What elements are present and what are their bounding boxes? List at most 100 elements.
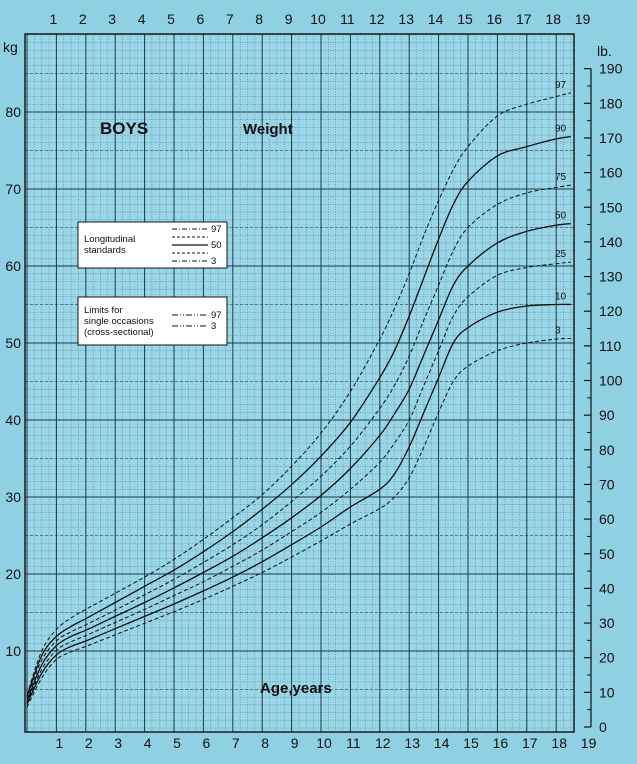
lb-tick-label: 70 — [599, 476, 615, 492]
lb-tick-label: 0 — [599, 719, 607, 735]
legend-cross-label-line2: single occasions — [84, 316, 154, 327]
kg-tick-label: 30 — [5, 489, 21, 505]
major-grid — [24, 33, 575, 733]
lb-tick-label: 190 — [599, 61, 623, 77]
kg-tick-label: 60 — [5, 258, 21, 274]
y-tick-labels-kg: 10 20 30 40 50 60 70 80 — [5, 104, 21, 659]
x-tick-label-top: 12 — [369, 11, 385, 27]
kg-tick-label: 80 — [5, 104, 21, 120]
legend-longitudinal: Longitudinal standards 97 50 3 — [77, 221, 228, 269]
kg-tick-label: 50 — [5, 335, 21, 351]
x-tick-labels-bottom: 1 2 3 4 5 6 7 8 9 10 11 12 13 14 15 16 17 18 19 — [56, 735, 597, 751]
curve-label-p3: 3 — [555, 325, 561, 336]
x-tick-label-top: 5 — [167, 11, 175, 27]
lb-tick-label: 60 — [599, 511, 615, 527]
x-tick-label-bottom: 1 — [56, 735, 64, 751]
x-tick-label-top: 9 — [285, 11, 293, 27]
lb-tick-label: 40 — [599, 580, 615, 596]
curve-p3 — [26, 337, 571, 708]
x-tick-label-top: 2 — [79, 11, 87, 27]
curve-p25 — [26, 261, 571, 703]
curve-label-p25: 25 — [555, 249, 567, 260]
legend-cross-label-line3: (cross-sectional) — [84, 327, 154, 338]
x-tick-label-top: 4 — [138, 11, 146, 27]
curve-p75 — [26, 184, 571, 699]
kg-tick-label: 10 — [5, 643, 21, 659]
percentile-labels: 97 90 75 50 25 10 3 — [555, 80, 567, 337]
legend-entry-50: 50 — [211, 240, 222, 251]
lb-tick-label: 110 — [599, 338, 622, 354]
percentile-curves — [26, 92, 572, 708]
x-tick-label-bottom: 7 — [232, 735, 240, 751]
x-tick-label-top: 1 — [50, 11, 58, 27]
x-tick-label-bottom: 9 — [291, 735, 299, 751]
lb-tick-label: 150 — [599, 199, 623, 215]
x-tick-label-bottom: 16 — [493, 735, 509, 751]
x-tick-label-bottom: 12 — [375, 735, 391, 751]
x-tick-label-top: 15 — [457, 11, 473, 27]
x-tick-label-bottom: 3 — [114, 735, 122, 751]
x-tick-label-top: 3 — [108, 11, 116, 27]
lb-tick-label: 140 — [599, 234, 623, 250]
chart-subtitle: Weight — [243, 121, 293, 138]
legend-longitudinal-label-line1: Longitudinal — [84, 234, 135, 245]
kg-tick-label: 70 — [5, 181, 21, 197]
curve-label-p75: 75 — [555, 172, 567, 183]
y-unit-kg: kg — [3, 39, 18, 55]
legend-entry-97: 97 — [211, 224, 222, 235]
x-tick-label-top: 6 — [197, 11, 205, 27]
lb-tick-label: 130 — [599, 269, 623, 285]
x-tick-label-bottom: 17 — [522, 735, 538, 751]
x-tick-label-top: 8 — [255, 11, 263, 27]
curve-label-p97: 97 — [555, 80, 567, 91]
legend-entry-3: 3 — [211, 256, 216, 267]
lb-tick-label: 120 — [599, 303, 623, 319]
x-tick-label-top: 11 — [340, 11, 355, 27]
legend-cross-entry-97: 97 — [211, 310, 222, 321]
x-tick-label-bottom: 11 — [346, 735, 361, 751]
curve-label-p50: 50 — [555, 211, 567, 222]
legend-cross-label-line1: Limits for — [84, 305, 123, 316]
x-tick-label-top: 13 — [398, 11, 414, 27]
chart-title: BOYS — [100, 119, 148, 138]
x-tick-label-bottom: 2 — [85, 735, 93, 751]
x-tick-label-top: 18 — [545, 11, 561, 27]
x-tick-label-bottom: 6 — [203, 735, 211, 751]
y-unit-lb: lb. — [597, 43, 612, 59]
x-axis-label: Age,years — [260, 680, 332, 697]
legend-cross-sectional: Limits for single occasions (cross-secti… — [77, 296, 228, 346]
curve-p10 — [26, 303, 571, 705]
legend-box-cross-sectional — [77, 296, 228, 346]
lb-tick-label: 10 — [599, 684, 615, 700]
lb-tick-label: 180 — [599, 95, 623, 111]
x-tick-label-bottom: 14 — [434, 735, 450, 751]
lb-tick-label: 160 — [599, 165, 623, 181]
lb-tick-label: 80 — [599, 442, 615, 458]
x-tick-label-bottom: 8 — [261, 735, 269, 751]
major-grid-lines — [25, 34, 574, 732]
lb-tick-label: 20 — [599, 650, 615, 666]
legend-cross-entry-3: 3 — [211, 321, 216, 332]
curve-label-p10: 10 — [555, 292, 567, 303]
x-tick-label-top: 10 — [310, 11, 326, 27]
x-tick-labels-top: 1 2 3 4 5 6 7 8 9 10 11 12 13 14 15 16 17 18 19 — [50, 11, 591, 27]
legend-longitudinal-label-line2: standards — [84, 245, 126, 256]
x-tick-label-top: 16 — [487, 11, 503, 27]
lb-tick-label: 50 — [599, 546, 615, 562]
lb-tick-label: 30 — [599, 615, 615, 631]
kg-tick-label: 20 — [5, 566, 21, 582]
plot-frame — [24, 33, 575, 733]
lb-tick-label: 170 — [599, 130, 623, 146]
x-tick-label-bottom: 19 — [581, 735, 597, 751]
x-tick-label-top: 14 — [428, 11, 444, 27]
y-tick-labels-lb: 0 10 20 30 40 50 60 70 80 90 100 110 120 130 140 150 160… — [584, 61, 623, 735]
lb-tick-label: 90 — [599, 407, 615, 423]
curve-label-p90: 90 — [555, 124, 567, 135]
curve-p97 — [26, 92, 572, 696]
curve-p90 — [26, 135, 572, 697]
x-tick-label-bottom: 5 — [173, 735, 181, 751]
kg-tick-label: 40 — [5, 412, 21, 428]
lb-tick-label: 100 — [599, 373, 623, 389]
x-tick-label-bottom: 18 — [551, 735, 567, 751]
